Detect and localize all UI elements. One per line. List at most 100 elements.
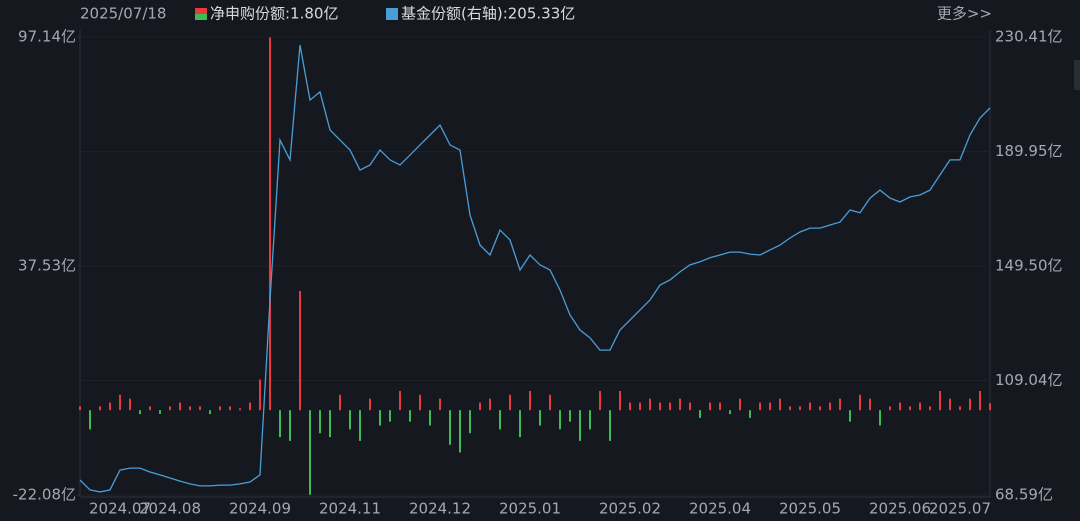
bar xyxy=(259,379,261,411)
y2-tick-label: 230.41亿 xyxy=(995,28,1063,46)
bar xyxy=(339,394,341,411)
bar xyxy=(939,390,941,411)
date: 2025/07/18 xyxy=(80,5,166,23)
bar xyxy=(289,410,291,441)
bar xyxy=(979,390,981,411)
y2-tick-label: 68.59亿 xyxy=(995,486,1053,504)
bar xyxy=(529,390,531,411)
x-tick-label: 2025.05 xyxy=(779,500,841,518)
bar xyxy=(379,410,381,426)
bar xyxy=(219,406,221,411)
legend-label: 净申购份额:1.80亿 xyxy=(210,5,338,23)
legend-swatch xyxy=(386,8,398,20)
x-tick-label: 2025.04 xyxy=(689,500,751,518)
bar xyxy=(619,390,621,411)
bar xyxy=(539,410,541,426)
bar xyxy=(719,402,721,411)
y-tick-label: 37.53亿 xyxy=(18,257,76,275)
bar xyxy=(899,402,901,411)
bar xyxy=(709,402,711,411)
bar xyxy=(139,410,141,415)
bar xyxy=(429,410,431,426)
bar xyxy=(369,398,371,411)
bar xyxy=(579,410,581,441)
bar xyxy=(869,398,871,411)
bar xyxy=(449,410,451,445)
bar xyxy=(749,410,751,418)
bar xyxy=(959,406,961,411)
x-tick-label: 2025.02 xyxy=(599,500,661,518)
bar xyxy=(349,410,351,430)
y2-tick-label: 149.50亿 xyxy=(995,257,1063,275)
bar xyxy=(779,398,781,411)
x-tick-label: 2024.07 xyxy=(89,500,151,518)
bar xyxy=(679,398,681,411)
bar xyxy=(239,408,241,411)
bar xyxy=(829,402,831,411)
bar xyxy=(889,406,891,411)
bar xyxy=(659,402,661,411)
bar xyxy=(149,406,151,411)
legend-label: 基金份额(右轴):205.33亿 xyxy=(401,5,575,23)
bar xyxy=(209,410,211,415)
bar xyxy=(589,410,591,430)
bar xyxy=(79,406,81,411)
bar xyxy=(309,410,311,495)
bar xyxy=(119,394,121,411)
bar xyxy=(629,402,631,411)
y2-tick-label: 109.04亿 xyxy=(995,371,1063,389)
bar xyxy=(989,403,991,411)
bar xyxy=(639,402,641,411)
legend-swatch xyxy=(195,14,207,20)
bar xyxy=(439,398,441,411)
y-tick-label: -22.08亿 xyxy=(13,486,76,504)
bar xyxy=(969,398,971,411)
bar xyxy=(399,390,401,411)
bar xyxy=(389,410,391,422)
scrollbar xyxy=(1074,60,1080,90)
bar xyxy=(89,410,91,430)
bar xyxy=(769,402,771,411)
bar xyxy=(199,406,201,411)
x-tick-label: 2025.07 xyxy=(929,500,991,518)
bar xyxy=(319,410,321,434)
bar xyxy=(559,410,561,430)
bar xyxy=(279,410,281,438)
bar xyxy=(479,402,481,411)
bar xyxy=(179,402,181,411)
bar xyxy=(299,291,301,411)
x-tick-label: 2025.06 xyxy=(869,500,931,518)
bar xyxy=(359,410,361,441)
bar xyxy=(739,398,741,411)
bar xyxy=(189,406,191,411)
bar xyxy=(419,394,421,411)
bar xyxy=(569,410,571,422)
y-tick-label: 97.14亿 xyxy=(18,28,76,46)
bar xyxy=(909,406,911,411)
bar xyxy=(99,406,101,411)
legend-swatch xyxy=(195,8,207,14)
bar xyxy=(949,398,951,411)
bar xyxy=(169,406,171,411)
bar xyxy=(489,398,491,411)
bar xyxy=(129,398,131,411)
bar xyxy=(879,410,881,426)
bar xyxy=(159,410,161,415)
bar xyxy=(469,410,471,434)
x-tick-label: 2024.12 xyxy=(409,500,471,518)
bar xyxy=(549,394,551,411)
bar xyxy=(799,406,801,411)
bar xyxy=(759,402,761,411)
bar xyxy=(839,398,841,411)
bar xyxy=(689,402,691,411)
bar xyxy=(729,410,731,415)
more-link[interactable]: 更多>> xyxy=(937,5,992,23)
bar xyxy=(649,398,651,411)
x-tick-label: 2024.08 xyxy=(139,500,201,518)
bar xyxy=(229,406,231,411)
bar xyxy=(459,410,461,453)
bar xyxy=(699,410,701,418)
x-tick-label: 2024.09 xyxy=(229,500,291,518)
bar xyxy=(789,406,791,411)
